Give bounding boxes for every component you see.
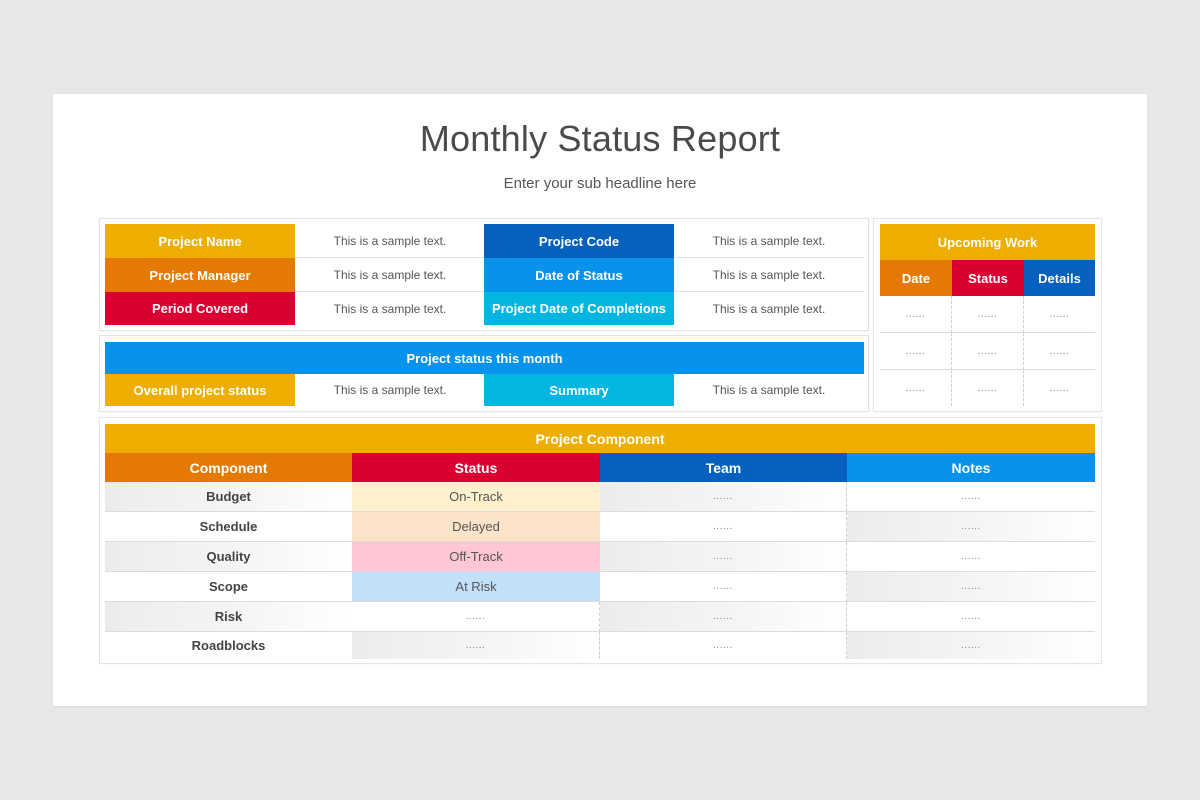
upcoming-work-header: Upcoming Work bbox=[880, 224, 1095, 260]
project-component-panel: Project Component Component Status Team … bbox=[99, 417, 1102, 664]
component-risk: Risk bbox=[105, 602, 352, 632]
col-component: Component bbox=[105, 453, 352, 482]
upcoming-col-date: Date bbox=[880, 260, 952, 296]
project-manager-value[interactable]: This is a sample text. bbox=[295, 258, 485, 292]
completion-date-value[interactable]: This is a sample text. bbox=[712, 301, 826, 316]
col-team: Team bbox=[600, 453, 847, 482]
page-subtitle: Enter your sub headline here bbox=[503, 175, 697, 192]
team-cell[interactable]: ...... bbox=[600, 482, 847, 512]
project-name-label: Project Name bbox=[105, 224, 295, 258]
upcoming-col-status: Status bbox=[952, 260, 1024, 296]
status-cell[interactable]: ...... bbox=[352, 632, 600, 659]
upcoming-cell[interactable]: ...... bbox=[952, 296, 1024, 333]
upcoming-cell[interactable]: ...... bbox=[952, 370, 1024, 406]
upcoming-work-panel: Upcoming Work Date Status Details ......… bbox=[873, 218, 1102, 412]
notes-cell[interactable]: ...... bbox=[847, 602, 1095, 632]
upcoming-cell[interactable]: ...... bbox=[880, 370, 952, 406]
project-code-value[interactable]: This is a sample text. bbox=[674, 224, 864, 258]
status-delayed[interactable]: Delayed bbox=[352, 512, 600, 542]
team-cell[interactable]: ...... bbox=[600, 632, 847, 659]
page-title: Monthly Status Report bbox=[419, 118, 781, 159]
component-budget: Budget bbox=[105, 482, 352, 512]
upcoming-cell[interactable]: ...... bbox=[880, 296, 952, 333]
col-status: Status bbox=[352, 453, 600, 482]
project-manager-label: Project Manager bbox=[105, 258, 295, 292]
team-cell[interactable]: ...... bbox=[600, 512, 847, 542]
component-schedule: Schedule bbox=[105, 512, 352, 542]
date-of-status-value[interactable]: This is a sample text. bbox=[674, 258, 864, 292]
upcoming-cell[interactable]: ...... bbox=[1049, 382, 1070, 394]
upcoming-cell[interactable]: ...... bbox=[952, 333, 1024, 370]
notes-cell[interactable]: ...... bbox=[847, 482, 1095, 512]
team-cell[interactable]: ...... bbox=[600, 572, 847, 602]
overall-status-value[interactable]: This is a sample text. bbox=[333, 383, 447, 397]
component-roadblocks: Roadblocks bbox=[105, 632, 352, 659]
notes-cell[interactable]: ...... bbox=[847, 632, 1095, 659]
project-info-panel: Project Name This is a sample text. Proj… bbox=[99, 218, 869, 331]
team-cell[interactable]: ...... bbox=[600, 602, 847, 632]
period-covered-value[interactable]: This is a sample text. bbox=[333, 301, 447, 316]
date-of-status-label: Date of Status bbox=[484, 258, 674, 292]
status-at-risk[interactable]: At Risk bbox=[352, 572, 600, 602]
notes-cell[interactable]: ...... bbox=[847, 572, 1095, 602]
project-name-value[interactable]: This is a sample text. bbox=[295, 224, 485, 258]
completion-date-label: Project Date of Completions bbox=[484, 292, 674, 325]
project-code-label: Project Code bbox=[484, 224, 674, 258]
summary-label: Summary bbox=[484, 374, 674, 406]
status-off-track[interactable]: Off-Track bbox=[352, 542, 600, 572]
status-month-header: Project status this month bbox=[105, 342, 864, 374]
component-scope: Scope bbox=[105, 572, 352, 602]
upcoming-cell[interactable]: ...... bbox=[1024, 333, 1095, 370]
summary-value[interactable]: This is a sample text. bbox=[712, 383, 826, 397]
status-on-track[interactable]: On-Track bbox=[352, 482, 600, 512]
upcoming-col-details: Details bbox=[1024, 260, 1095, 296]
status-month-panel: Project status this month Overall projec… bbox=[99, 335, 869, 412]
component-quality: Quality bbox=[105, 542, 352, 572]
upcoming-cell[interactable]: ...... bbox=[1024, 296, 1095, 333]
overall-status-label: Overall project status bbox=[105, 374, 295, 406]
team-cell[interactable]: ...... bbox=[600, 542, 847, 572]
col-notes: Notes bbox=[847, 453, 1095, 482]
project-component-header: Project Component bbox=[105, 424, 1095, 453]
notes-cell[interactable]: ...... bbox=[847, 512, 1095, 542]
status-cell[interactable]: ...... bbox=[352, 602, 600, 632]
period-covered-label: Period Covered bbox=[105, 292, 295, 325]
upcoming-cell[interactable]: ...... bbox=[880, 333, 952, 370]
notes-cell[interactable]: ...... bbox=[847, 542, 1095, 572]
